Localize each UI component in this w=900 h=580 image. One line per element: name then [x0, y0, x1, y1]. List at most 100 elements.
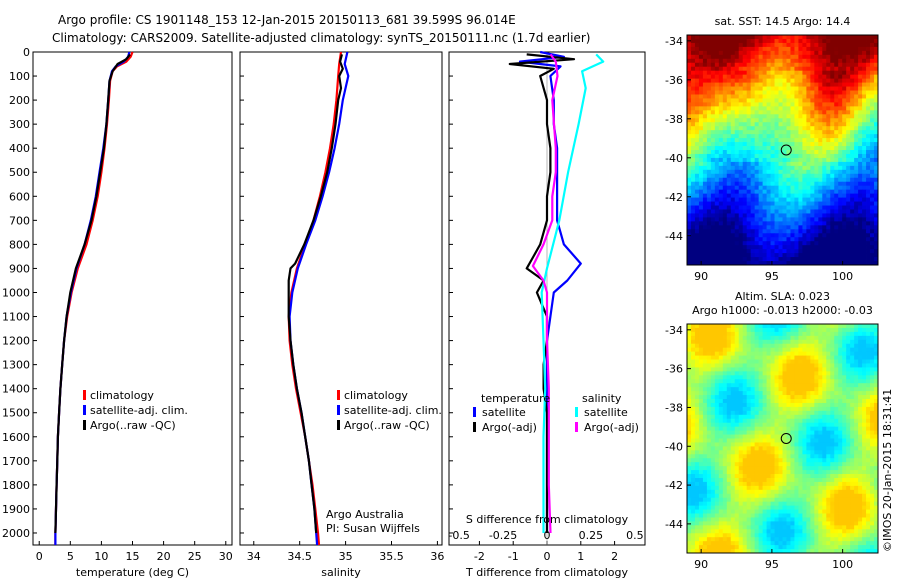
map-cell — [687, 177, 692, 183]
map-cell — [694, 347, 700, 353]
map-cell — [766, 217, 771, 222]
map-cell — [706, 110, 712, 115]
map-cell — [866, 114, 871, 119]
map-cell — [770, 146, 775, 151]
map-cell — [858, 422, 863, 428]
map-cell — [690, 134, 696, 139]
map-cell — [694, 438, 700, 443]
map-cell — [778, 477, 783, 483]
map-cell — [694, 50, 700, 56]
map-cell — [862, 134, 867, 139]
map-cell — [854, 94, 859, 99]
map-cell — [714, 477, 720, 483]
map-cell — [866, 118, 871, 123]
map-cell — [802, 66, 807, 72]
map-cell — [694, 90, 700, 95]
map-cell — [782, 98, 787, 103]
map-cell — [694, 399, 700, 404]
map-cell — [687, 438, 692, 443]
map-cell — [778, 50, 783, 56]
map-cell — [687, 474, 692, 479]
map-cell — [830, 359, 835, 364]
map-cell — [706, 391, 712, 396]
map-cell — [714, 241, 720, 246]
map-cell — [826, 351, 831, 356]
map-cell — [874, 233, 879, 238]
map-cell — [862, 249, 867, 254]
map-cell — [870, 157, 875, 163]
map-cell — [802, 221, 807, 226]
map-cell — [822, 470, 827, 475]
map-cell — [750, 379, 756, 384]
map-cell — [846, 422, 851, 428]
map-cell — [830, 379, 835, 384]
map-cell — [826, 402, 831, 408]
map-cell — [806, 474, 811, 479]
map-cell — [698, 94, 704, 99]
map-cell — [778, 201, 783, 206]
map-cell — [770, 462, 775, 467]
map-cell — [698, 470, 704, 475]
map-cell — [822, 42, 827, 48]
map-cell — [730, 209, 736, 214]
map-cell — [842, 363, 847, 368]
map-cell — [746, 46, 752, 52]
map-cell — [850, 485, 855, 491]
map-cell — [874, 157, 879, 163]
map-cell — [722, 434, 728, 439]
map-cell — [714, 98, 720, 103]
map-cell — [734, 110, 740, 115]
map-cell — [730, 466, 736, 471]
map-cell — [706, 466, 712, 471]
map-cell — [858, 209, 863, 214]
map-cell — [854, 327, 859, 333]
map-cell — [770, 70, 775, 76]
map-cell — [790, 78, 795, 83]
map-cell — [690, 454, 696, 459]
map-cell — [766, 327, 771, 333]
map-cell — [866, 38, 871, 44]
map-cell — [722, 185, 728, 191]
map-cell — [802, 130, 807, 135]
map-cell — [806, 477, 811, 483]
map-cell — [802, 118, 807, 123]
map-cell — [870, 181, 875, 187]
map-cell — [778, 142, 783, 147]
map-cell — [762, 193, 767, 198]
map-cell — [818, 237, 823, 242]
map-cell — [687, 391, 692, 396]
map-cell — [694, 458, 700, 463]
map-cell — [862, 438, 867, 443]
map-cell — [698, 102, 704, 107]
map-cell — [830, 177, 835, 183]
map-cell — [838, 470, 843, 475]
map-cell — [754, 102, 760, 107]
map-cell — [790, 335, 795, 341]
map-cell — [774, 130, 779, 135]
map-cell — [750, 66, 756, 72]
map-cell — [862, 35, 867, 40]
map-cell — [862, 430, 867, 435]
map-cell — [802, 375, 807, 380]
map-cell — [778, 82, 783, 87]
map-cell — [782, 426, 787, 432]
map-cell — [822, 375, 827, 380]
map-cell — [810, 375, 815, 380]
map-cell — [702, 173, 708, 179]
map-cell — [770, 261, 775, 266]
map-cell — [850, 430, 855, 435]
map-cell — [858, 347, 863, 353]
map-cell — [818, 406, 823, 412]
map-cell — [786, 86, 791, 91]
map-cell — [794, 387, 799, 392]
map-cell — [862, 257, 867, 262]
map-cell — [798, 241, 803, 246]
map-cell — [854, 201, 859, 206]
map-cell — [714, 106, 720, 111]
map-cell — [702, 245, 708, 250]
map-cell — [834, 324, 839, 329]
map-cell — [694, 42, 700, 48]
map-cell — [698, 58, 704, 64]
map-cell — [794, 399, 799, 404]
map-cell — [730, 446, 736, 451]
